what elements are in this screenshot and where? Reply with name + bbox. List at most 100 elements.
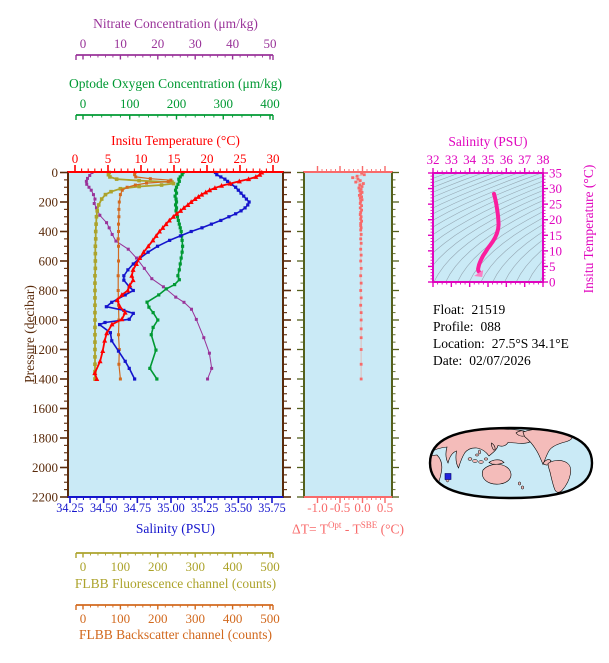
svg-text:10: 10: [549, 243, 562, 258]
svg-text:5: 5: [549, 259, 556, 274]
svg-text:0: 0: [52, 165, 59, 180]
date-label: Date:: [433, 353, 463, 368]
svg-text:0: 0: [80, 96, 87, 111]
svg-text:20: 20: [151, 36, 164, 51]
svg-text:38: 38: [537, 152, 550, 167]
fluorescence-axis: 0 100 200 300 400 500: [75, 552, 280, 574]
svg-text:50: 50: [264, 36, 277, 51]
delta-t-plot: -1.0 -0.5 0.0 0.5: [297, 166, 399, 515]
svg-text:100: 100: [120, 96, 140, 111]
svg-text:10: 10: [114, 36, 127, 51]
land-masses: [430, 428, 586, 493]
svg-text:300: 300: [185, 611, 205, 626]
ts-salinity-axis-title: Salinity (PSU): [448, 134, 528, 149]
fluorescence-axis-title: FLBB Fluorescence channel (counts): [74, 576, 277, 591]
svg-text:200: 200: [167, 96, 187, 111]
svg-text:25: 25: [234, 151, 247, 166]
svg-text:800: 800: [39, 283, 59, 298]
svg-text:300: 300: [185, 559, 205, 574]
svg-text:34.50: 34.50: [90, 501, 117, 515]
ts-curve-arrowhead: [474, 270, 484, 278]
delta-t-title-mid: - T: [341, 521, 361, 537]
svg-text:30: 30: [267, 151, 280, 166]
delta-t-title-pre: ΔT= T: [292, 521, 328, 537]
svg-text:300: 300: [214, 96, 234, 111]
map-outline: [428, 426, 594, 500]
svg-text:200: 200: [148, 559, 168, 574]
svg-text:0: 0: [80, 559, 87, 574]
float-value: 21519: [471, 302, 506, 317]
svg-text:35.75: 35.75: [258, 501, 285, 515]
oxygen-axis-title: Optode Oxygen Concentration (μm/kg): [68, 76, 283, 91]
temperature-axis-title: Insitu Temperature (°C): [111, 133, 240, 148]
svg-text:34: 34: [463, 152, 477, 167]
svg-text:-1.0: -1.0: [307, 500, 328, 515]
svg-text:1800: 1800: [32, 431, 58, 446]
pressure-axis-title: Pressure (decibar): [22, 285, 37, 383]
svg-text:20: 20: [549, 212, 562, 227]
svg-text:0: 0: [72, 151, 79, 166]
backscatter-axis-title: FLBB Backscatter channel (counts): [78, 627, 273, 642]
svg-text:0: 0: [80, 611, 87, 626]
float-info-block: Float: 21519 Profile: 088 Location: 27.5°S …: [433, 301, 569, 369]
svg-text:36: 36: [500, 152, 514, 167]
nitrate-axis-title: Nitrate Concentration (μm/kg): [93, 16, 258, 31]
svg-text:1400: 1400: [32, 372, 58, 387]
svg-text:15: 15: [168, 151, 181, 166]
profile-value: 088: [480, 319, 501, 334]
date-value: 02/07/2026: [469, 353, 531, 368]
svg-text:2200: 2200: [32, 490, 58, 505]
svg-text:30: 30: [549, 181, 562, 196]
svg-text:2000: 2000: [32, 460, 58, 475]
svg-text:1200: 1200: [32, 342, 58, 357]
delta-t-title-post: (°C): [377, 521, 404, 537]
svg-text:100: 100: [111, 611, 131, 626]
svg-text:500: 500: [260, 611, 280, 626]
svg-text:200: 200: [148, 611, 168, 626]
ts-curve: [474, 191, 501, 278]
world-map: [428, 426, 594, 500]
svg-text:33: 33: [445, 152, 458, 167]
delta-t-title-sup-opt: Opt: [327, 520, 342, 530]
oxygen-axis: 0 100 200 300 400: [75, 96, 280, 120]
svg-text:400: 400: [260, 96, 280, 111]
svg-text:35.50: 35.50: [225, 501, 252, 515]
oxygen-series: [145, 170, 185, 381]
svg-text:32: 32: [427, 152, 440, 167]
main-profile-plot: [68, 169, 283, 497]
float-label: Float:: [433, 302, 465, 317]
ts-temperature-axis-title: Insitu Temperature (°C): [581, 164, 596, 294]
svg-text:35: 35: [549, 166, 562, 181]
svg-text:5: 5: [105, 151, 112, 166]
main-plot-frame: 0 5 10 15 20 25 30 34.25 34.50 34.75 35.00 35.25 35.…: [32, 151, 291, 515]
svg-text:20: 20: [201, 151, 214, 166]
svg-text:0: 0: [80, 36, 87, 51]
svg-text:35.00: 35.00: [157, 501, 184, 515]
svg-text:1600: 1600: [32, 401, 58, 416]
profile-label: Profile:: [433, 319, 474, 334]
svg-text:25: 25: [549, 197, 562, 212]
svg-text:34.75: 34.75: [124, 501, 151, 515]
profile-info-line: Profile: 088: [433, 318, 569, 335]
nitrate-axis: 0 10 20 30 40 50: [75, 36, 277, 60]
isopycnal-contours: [433, 173, 543, 282]
svg-text:200: 200: [39, 195, 59, 210]
svg-text:600: 600: [39, 254, 59, 269]
svg-text:30: 30: [189, 36, 202, 51]
delta-t-series: [351, 171, 366, 381]
location-info-line: Location: 27.5°S 34.1°E: [433, 335, 569, 352]
location-label: Location:: [433, 336, 485, 351]
location-value: 27.5°S 34.1°E: [491, 336, 569, 351]
svg-text:0.0: 0.0: [354, 500, 370, 515]
svg-text:400: 400: [223, 559, 243, 574]
delta-t-axis-title: ΔT= TOpt - TSBE (°C): [286, 518, 410, 537]
svg-text:40: 40: [226, 36, 239, 51]
svg-text:500: 500: [260, 559, 280, 574]
date-info-line: Date: 02/07/2026: [433, 352, 569, 369]
svg-text:15: 15: [549, 228, 562, 243]
svg-text:100: 100: [111, 559, 131, 574]
svg-text:0.5: 0.5: [377, 500, 393, 515]
